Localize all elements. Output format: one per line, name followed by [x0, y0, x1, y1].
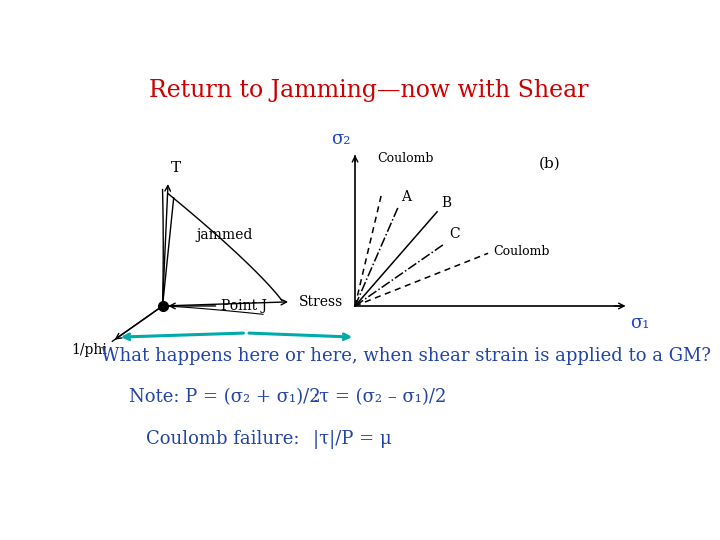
Text: σ₁: σ₁ [630, 314, 649, 332]
Text: 1/phi: 1/phi [71, 343, 107, 357]
Text: Coulomb failure:: Coulomb failure: [145, 430, 300, 448]
Text: Note: P = (σ₂ + σ₁)/2: Note: P = (σ₂ + σ₁)/2 [129, 388, 320, 407]
Text: :τ = (σ₂ – σ₁)/2: :τ = (σ₂ – σ₁)/2 [313, 388, 446, 407]
Text: (b): (b) [539, 156, 561, 170]
Text: |τ|/P = μ: |τ|/P = μ [313, 429, 392, 449]
Text: jammed: jammed [196, 228, 253, 242]
Text: Coulomb: Coulomb [377, 152, 434, 165]
Text: C: C [449, 227, 460, 241]
Text: What happens here or here, when shear strain is applied to a GM?: What happens here or here, when shear st… [101, 347, 711, 365]
Text: Point J: Point J [221, 299, 267, 313]
Text: B: B [441, 195, 451, 210]
Text: Return to Jamming—now with Shear: Return to Jamming—now with Shear [149, 79, 589, 103]
Text: A: A [401, 190, 411, 204]
Text: Stress: Stress [300, 295, 343, 309]
Text: T: T [171, 161, 181, 175]
Text: Coulomb: Coulomb [494, 245, 550, 258]
Text: σ₂: σ₂ [331, 130, 351, 148]
